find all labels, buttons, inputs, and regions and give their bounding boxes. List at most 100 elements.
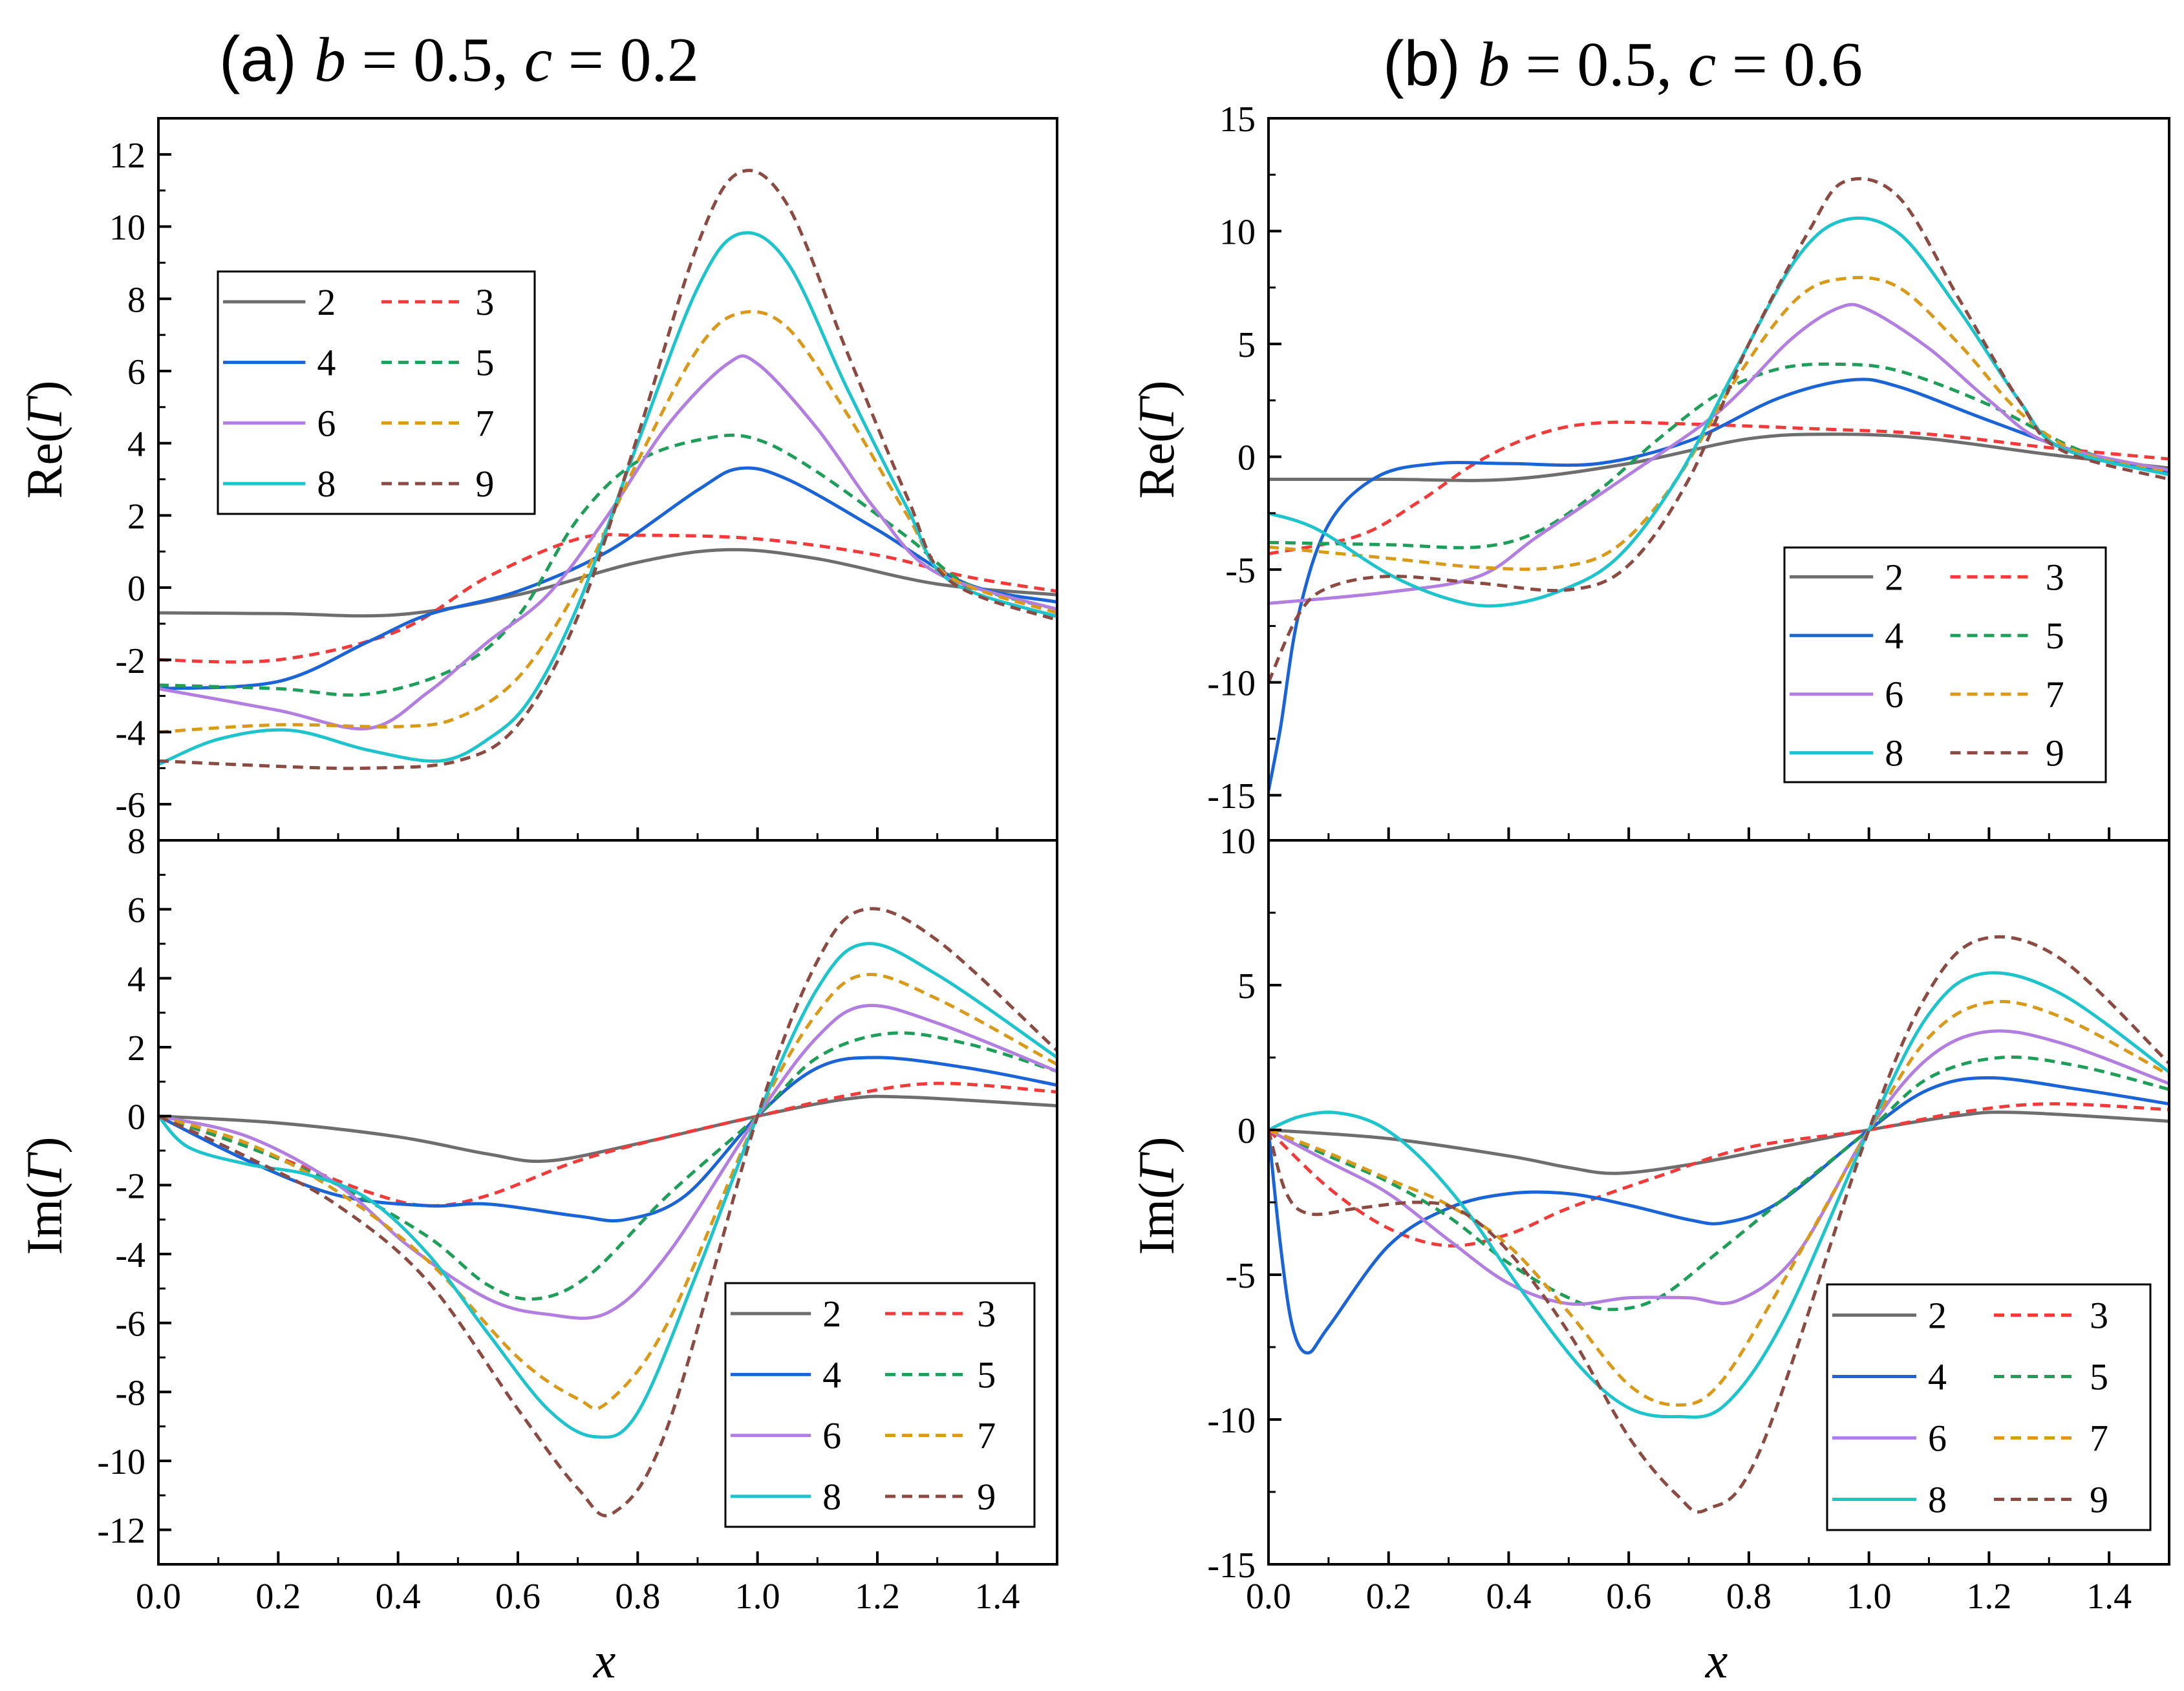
x-tick-label: 0.6 (495, 1577, 541, 1617)
series-line-4 (158, 466, 1057, 690)
legend-label-7: 7 (475, 402, 494, 444)
legend-box (724, 1282, 1036, 1528)
x-tick-label: 1.4 (2086, 1577, 2132, 1617)
series-line-3 (1269, 1102, 2169, 1248)
series-line-5 (1269, 1055, 2169, 1312)
series-line-5 (1269, 362, 2169, 549)
legend-label-5: 5 (2090, 1356, 2108, 1398)
series-line-9 (1269, 176, 2169, 683)
legend: 2 3 4 5 6 7 8 9 (1783, 546, 2107, 783)
title-b: (b) b = 0.5, c = 0.6 (1383, 28, 1863, 100)
legend-label-3: 3 (977, 1293, 996, 1335)
x-tick-label: 1.4 (974, 1577, 1020, 1617)
y-tick-label: 10 (1219, 822, 1256, 862)
legend-label-4: 4 (317, 342, 336, 384)
series-line-4 (1269, 378, 2169, 791)
series-line-4 (1269, 1076, 2169, 1355)
series-line-3 (158, 1081, 1057, 1207)
legend-label-4: 4 (1928, 1356, 1947, 1398)
y-tick-label: -8 (115, 1373, 145, 1413)
legend-label-5: 5 (475, 342, 494, 384)
legend-label-4: 4 (822, 1354, 841, 1396)
y-tick-label: -10 (1207, 1401, 1256, 1441)
legend-label-8: 8 (822, 1476, 841, 1518)
y-tick-label: -2 (115, 1166, 145, 1206)
y-tick-label: -4 (115, 1235, 145, 1275)
legend-label-3: 3 (475, 281, 494, 323)
series-line-7 (1269, 275, 2169, 571)
series-line-8 (1269, 971, 2169, 1419)
y-tick-label: 2 (127, 496, 145, 537)
y-tick-label: 12 (109, 136, 145, 176)
legend-label-5: 5 (977, 1354, 996, 1396)
x-tick-label: 0.8 (615, 1577, 660, 1617)
series-line-3 (1269, 420, 2169, 556)
series-line-6 (158, 354, 1057, 731)
y-tick-label: 0 (127, 569, 145, 609)
legend-label-6: 6 (1928, 1418, 1947, 1460)
legend-label-3: 3 (2090, 1295, 2108, 1337)
ylabel-re-a: Re(Γ) (16, 381, 72, 499)
y-tick-label: 2 (127, 1028, 145, 1069)
x-tick-label: 0.2 (255, 1577, 301, 1617)
legend-label-5: 5 (2046, 615, 2064, 657)
legend-box (1783, 546, 2107, 783)
y-tick-label: -12 (97, 1511, 145, 1551)
ylabel-im-a: Im(Γ) (16, 1137, 72, 1255)
x-tick-label: 1.2 (855, 1577, 900, 1617)
series-line-4 (158, 1056, 1057, 1223)
ylabel-re-b: Re(Γ) (1128, 381, 1184, 499)
x-tick-label: 1.2 (1966, 1577, 2011, 1617)
x-tick-label: 0.2 (1366, 1577, 1411, 1617)
plot-area: -6 -4 -2 0 2 4 6 8 10 12 2 3 4 5 6 7 8 9 -12 -10 -8 -6 -4 -2 0 2 4… (97, 100, 2170, 1617)
series-line-5 (158, 433, 1057, 697)
y-tick-label: 0 (1237, 1111, 1256, 1151)
legend-label-4: 4 (1885, 615, 1903, 657)
series-line-6 (1269, 1029, 2169, 1306)
legend-label-6: 6 (822, 1415, 841, 1457)
x-tick-label: 0.6 (1606, 1577, 1651, 1617)
y-tick-label: -10 (1207, 664, 1256, 704)
x-tick-label: 0.0 (1246, 1577, 1291, 1617)
x-tick-label: 1.0 (735, 1577, 780, 1617)
title-a: (a) b = 0.5, c = 0.2 (219, 23, 699, 95)
ylabel-im-b: Im(Γ) (1128, 1137, 1184, 1255)
legend-label-6: 6 (1885, 674, 1903, 716)
legend-label-8: 8 (1885, 732, 1903, 774)
legend-label-8: 8 (1928, 1479, 1947, 1521)
plot-frame (157, 839, 1058, 1566)
x-tick-label: 0.0 (136, 1577, 181, 1617)
panel-2: -15 -10 -5 0 5 10 15 2 3 4 5 6 7 8 9 (1207, 100, 2170, 842)
series-line-9 (158, 169, 1057, 771)
legend-label-6: 6 (317, 402, 336, 444)
y-tick-label: 10 (109, 208, 145, 248)
y-tick-label: -15 (1207, 1546, 1256, 1586)
x-tick-label: 0.4 (376, 1577, 421, 1617)
legend-label-9: 9 (2046, 732, 2064, 774)
y-tick-label: 4 (127, 425, 145, 465)
series-line-2 (1269, 432, 2169, 482)
y-tick-label: -6 (115, 785, 145, 825)
legend-label-9: 9 (977, 1476, 996, 1518)
series-group (158, 907, 1057, 1518)
panel-1: -12 -10 -8 -6 -4 -2 0 2 4 6 8 0.0 0.2 0.4 0.6 0.8 1.0 1.2… (97, 822, 1058, 1617)
y-tick-label: -5 (1225, 551, 1256, 591)
series-group (158, 169, 1057, 771)
series-line-8 (158, 942, 1057, 1439)
series-line-9 (1269, 935, 2169, 1514)
series-line-6 (1269, 303, 2169, 605)
y-tick-label: -4 (115, 713, 145, 753)
series-group (1269, 176, 2169, 791)
panel-0: -6 -4 -2 0 2 4 6 8 10 12 2 3 4 5 6 7 8 9 (109, 117, 1058, 842)
legend-box (1826, 1283, 2152, 1531)
legend-label-7: 7 (977, 1415, 996, 1457)
y-tick-label: 5 (1237, 325, 1256, 365)
y-tick-label: -15 (1207, 776, 1256, 816)
y-tick-label: 6 (127, 891, 145, 931)
legend-label-2: 2 (1928, 1295, 1947, 1337)
series-line-3 (158, 533, 1057, 664)
legend-label-9: 9 (2090, 1479, 2108, 1521)
y-tick-label: 6 (127, 352, 145, 392)
y-tick-label: 4 (127, 959, 145, 999)
